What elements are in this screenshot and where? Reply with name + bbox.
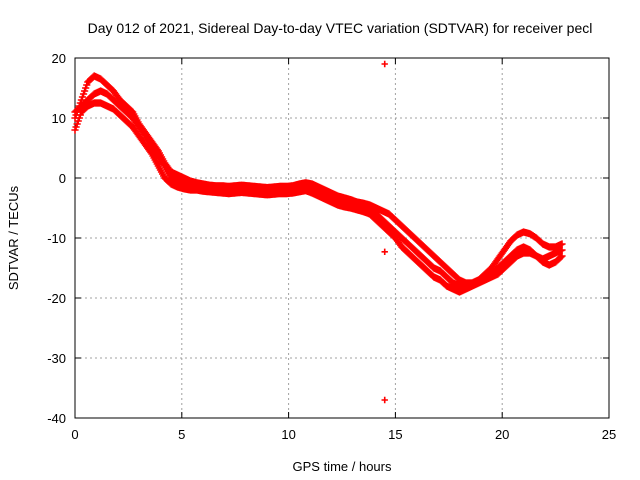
x-tick-label: 25 (602, 427, 616, 442)
x-tick-label: 0 (71, 427, 78, 442)
data-point (381, 396, 388, 404)
y-tick-label: -30 (47, 351, 66, 366)
y-tick-label: -20 (47, 291, 66, 306)
data-points (71, 60, 566, 404)
grid (75, 58, 609, 418)
x-tick-label: 10 (281, 427, 295, 442)
data-point (558, 252, 566, 260)
data-point (557, 253, 565, 261)
x-tick-label: 20 (495, 427, 509, 442)
series-band-lower (71, 99, 566, 296)
x-tick-label: 15 (388, 427, 402, 442)
y-tick-label: 10 (52, 111, 66, 126)
x-axis-label: GPS time / hours (293, 459, 392, 474)
y-tick-label: -40 (47, 411, 66, 426)
series-band-upper (71, 72, 566, 287)
series-outliers (381, 60, 388, 404)
data-point (381, 248, 388, 255)
y-axis-label: SDTVAR / TECUs (6, 185, 21, 290)
x-tick-label: 5 (178, 427, 185, 442)
y-tick-label: 0 (59, 171, 66, 186)
y-tick-label: 20 (52, 51, 66, 66)
data-point (558, 246, 566, 254)
y-tick-label: -10 (47, 231, 66, 246)
chart-title: Day 012 of 2021, Sidereal Day-to-day VTE… (88, 20, 593, 36)
axis-ticks: 0 5 10 15 20 25 -40 -30 -20 -10 0 10 20 (47, 51, 616, 442)
data-point (381, 60, 388, 68)
